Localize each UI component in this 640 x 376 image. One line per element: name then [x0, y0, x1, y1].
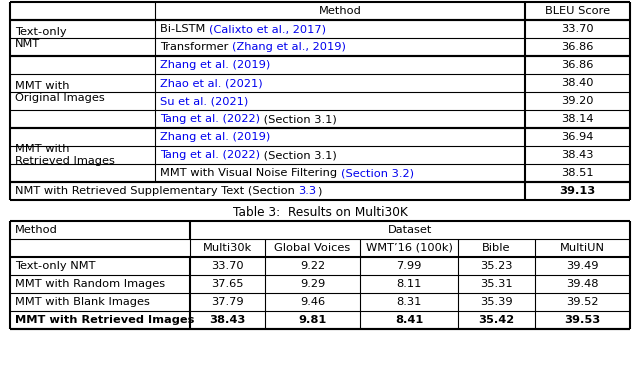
- Text: 35.31: 35.31: [480, 279, 513, 289]
- Text: Su et al. (2021): Su et al. (2021): [160, 96, 248, 106]
- Text: BLEU Score: BLEU Score: [545, 6, 610, 16]
- Text: Method: Method: [319, 6, 362, 16]
- Text: Global Voices: Global Voices: [275, 243, 351, 253]
- Text: 33.70: 33.70: [561, 24, 594, 34]
- Text: Zhao et al. (2021): Zhao et al. (2021): [160, 78, 262, 88]
- Text: 38.40: 38.40: [561, 78, 594, 88]
- Text: 9.81: 9.81: [298, 315, 326, 325]
- Text: 39.48: 39.48: [566, 279, 599, 289]
- Text: Tang et al. (2022): Tang et al. (2022): [160, 150, 260, 160]
- Text: 36.94: 36.94: [561, 132, 594, 142]
- Text: 38.14: 38.14: [561, 114, 594, 124]
- Text: (Section 3.2): (Section 3.2): [340, 168, 413, 178]
- Text: 37.65: 37.65: [211, 279, 244, 289]
- Text: 39.52: 39.52: [566, 297, 599, 307]
- Text: 3.3: 3.3: [298, 186, 317, 196]
- Text: (Section 3.1): (Section 3.1): [260, 114, 337, 124]
- Text: 35.39: 35.39: [480, 297, 513, 307]
- Text: 7.99: 7.99: [396, 261, 422, 271]
- Text: Text-only NMT: Text-only NMT: [15, 261, 95, 271]
- Text: 36.86: 36.86: [561, 42, 594, 52]
- Text: WMT’16 (100k): WMT’16 (100k): [365, 243, 452, 253]
- Text: (Section 3.1): (Section 3.1): [260, 150, 337, 160]
- Text: Tang et al. (2022): Tang et al. (2022): [160, 114, 260, 124]
- Text: Method: Method: [15, 225, 58, 235]
- Text: Bi-LSTM: Bi-LSTM: [160, 24, 209, 34]
- Text: MMT with Blank Images: MMT with Blank Images: [15, 297, 150, 307]
- Text: 9.29: 9.29: [300, 279, 325, 289]
- Text: 8.41: 8.41: [395, 315, 423, 325]
- Text: MMT with
Original Images: MMT with Original Images: [15, 81, 105, 103]
- Text: MMT with
Retrieved Images: MMT with Retrieved Images: [15, 144, 115, 166]
- Text: MultiUN: MultiUN: [560, 243, 605, 253]
- Text: MMT with Retrieved Images: MMT with Retrieved Images: [15, 315, 195, 325]
- Text: ): ): [317, 186, 321, 196]
- Text: Zhang et al. (2019): Zhang et al. (2019): [160, 132, 270, 142]
- Text: (Calixto et al., 2017): (Calixto et al., 2017): [209, 24, 326, 34]
- Text: 38.51: 38.51: [561, 168, 594, 178]
- Text: (Zhang et al., 2019): (Zhang et al., 2019): [232, 42, 346, 52]
- Text: 38.43: 38.43: [561, 150, 594, 160]
- Text: Multi30k: Multi30k: [203, 243, 252, 253]
- Text: 9.46: 9.46: [300, 297, 325, 307]
- Text: 38.43: 38.43: [209, 315, 246, 325]
- Text: MMT with Random Images: MMT with Random Images: [15, 279, 165, 289]
- Text: MMT with Visual Noise Filtering: MMT with Visual Noise Filtering: [160, 168, 340, 178]
- Text: Table 3:  Results on Multi30K: Table 3: Results on Multi30K: [232, 206, 408, 219]
- Text: 36.86: 36.86: [561, 60, 594, 70]
- Text: 9.22: 9.22: [300, 261, 325, 271]
- Text: 39.20: 39.20: [561, 96, 594, 106]
- Text: 35.42: 35.42: [479, 315, 515, 325]
- Text: 39.13: 39.13: [559, 186, 596, 196]
- Text: 8.11: 8.11: [396, 279, 422, 289]
- Text: Zhang et al. (2019): Zhang et al. (2019): [160, 60, 270, 70]
- Text: 33.70: 33.70: [211, 261, 244, 271]
- Text: 39.49: 39.49: [566, 261, 599, 271]
- Text: Bible: Bible: [483, 243, 511, 253]
- Text: 8.31: 8.31: [396, 297, 422, 307]
- Text: Dataset: Dataset: [388, 225, 432, 235]
- Text: 37.79: 37.79: [211, 297, 244, 307]
- Text: NMT with Retrieved Supplementary Text (Section: NMT with Retrieved Supplementary Text (S…: [15, 186, 298, 196]
- Text: Transformer: Transformer: [160, 42, 232, 52]
- Text: Text-only
NMT: Text-only NMT: [15, 27, 67, 49]
- Text: 39.53: 39.53: [564, 315, 600, 325]
- Text: 35.23: 35.23: [480, 261, 513, 271]
